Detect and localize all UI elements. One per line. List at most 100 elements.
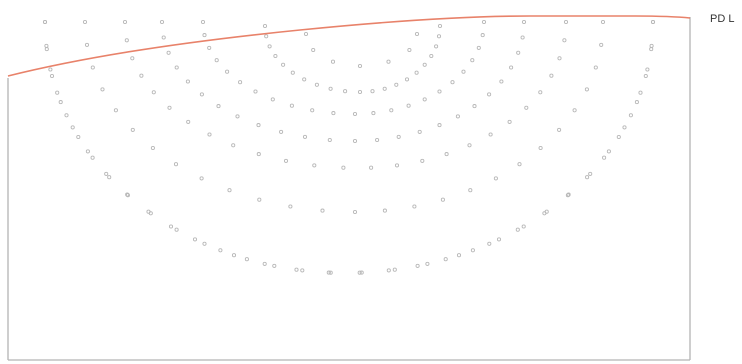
arc-dot [472,104,477,109]
arc-dot [606,149,611,154]
arc-dot [341,165,346,170]
arc-dot [487,92,492,97]
arc-dot [602,155,607,160]
arc-dot [167,105,172,110]
arc-dot [634,100,639,105]
arc-dot [327,137,332,143]
arc-dot [386,268,391,273]
arc-dot [328,86,333,91]
arc-dot [563,19,569,25]
arc-dot [422,97,427,102]
arc-dot [58,100,63,105]
arc-dot [412,204,417,209]
arc-dot [44,47,49,52]
arc-dot [622,125,627,130]
arc-dot [470,248,475,253]
arc-dot [90,65,95,70]
arc-dot [371,111,376,116]
arc-dot [113,108,118,113]
arc-dot [352,209,358,215]
arc-dot [352,111,358,117]
arc-dot [572,108,577,113]
arc-dot [521,224,526,229]
arc-dot [328,270,333,275]
arc-dot [496,237,502,242]
arc-dot [375,137,380,143]
arc-dot [139,73,144,78]
arc-dot [262,23,268,29]
arc-dot [437,123,442,128]
arc-dot [480,33,485,38]
arc-dot [357,63,363,69]
arc-dot [420,158,425,163]
arc-dot [357,270,362,275]
arc-dot [481,19,487,25]
arc-dot [476,45,481,50]
arc-dot [267,44,272,49]
arc-dot [84,42,90,47]
pd-l-label: PD L [710,13,734,25]
arc-dot [303,31,309,37]
dotted-arcs [42,19,656,275]
arc-dot [406,103,411,108]
arc-dot [202,33,207,38]
arc-dot [434,44,439,49]
arc-dot [392,267,397,272]
arc-dot [499,79,504,84]
dotted-arc [200,19,487,117]
arc-dot [199,176,204,181]
arc-dot [394,82,399,87]
arc-dot [357,89,363,95]
arc-dot [161,35,166,40]
arc-dot [444,152,449,157]
arc-dot [90,155,95,160]
arc-dot [48,67,53,72]
arc-dot [407,47,412,53]
arc-dot [330,59,336,64]
arc-dot [256,152,261,157]
arc-dot [192,237,198,242]
arc-dot [207,132,212,137]
arc-dot [289,103,294,108]
arc-dot [264,34,269,39]
arc-dot [396,134,401,139]
pd-l-curve [7,15,691,77]
arc-dot [302,134,308,139]
arc-dot [562,38,567,43]
arc-dot [456,253,462,258]
arc-dot [404,77,410,82]
arc-dot [493,176,498,181]
arc-dot [437,23,443,29]
arc-dot [628,113,633,118]
dotted-arc [303,31,420,69]
arc-dot [166,50,171,55]
arc-dot [470,58,475,63]
arc-dot [44,43,49,48]
arc-dot [199,92,204,97]
arc-dot [359,270,364,275]
arc-dot [468,188,473,193]
arc-dot [272,263,277,268]
arc-dot [544,209,549,214]
arc-dot [186,119,191,124]
arc-dot [238,80,243,85]
arc-dot [200,19,206,25]
arc-dot [521,19,527,25]
arc-dot [450,80,455,85]
arc-dot [593,65,598,70]
arc-dot [262,261,267,266]
arc-dot [343,89,348,94]
arc-dot [314,82,319,87]
arc-dot [649,47,654,52]
dotted-arc [42,19,656,275]
arc-dot [549,73,554,78]
arc-dot [382,208,387,213]
arc-dot [231,253,237,258]
arc-dot [70,125,75,130]
arc-dot [524,105,529,110]
arc-dot [256,123,261,128]
arc-dot [382,86,387,91]
arc-dot [168,224,174,229]
dotted-arc [159,19,527,144]
